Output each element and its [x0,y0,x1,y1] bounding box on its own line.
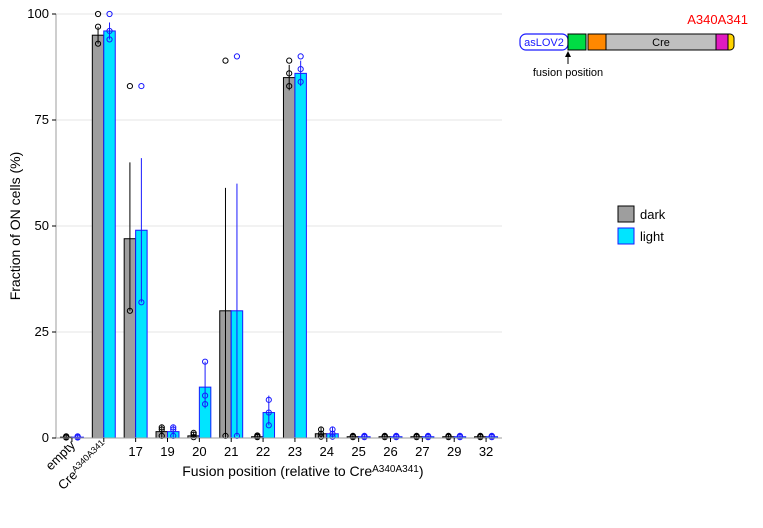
y-tick-label: 75 [35,112,49,127]
bar-light [104,31,115,438]
construct-schematic: A340A341 asLOV2 Cre fusion position [520,12,748,79]
y-tick-label: 50 [35,218,49,233]
bar-dark [92,35,103,438]
legend: dark light [618,206,666,244]
mutation-annotation: A340A341 [687,12,748,27]
bar-chart: 0255075100Fraction of ON cells (%)emptyC… [7,6,502,493]
fusion-arrow-head [565,51,571,57]
legend-label-light: light [640,229,664,244]
schematic-label-asLOV2: asLOV2 [524,37,564,49]
x-tick-label: 23 [288,444,302,459]
x-tick-label: 17 [128,444,142,459]
schematic-seg-seg-orange [588,34,606,50]
x-tick-label: 27 [415,444,429,459]
legend-swatch-dark [618,206,634,222]
x-tick-label: 32 [479,444,493,459]
y-tick-label: 25 [35,324,49,339]
x-tick-label: 20 [192,444,206,459]
x-tick-label: 26 [383,444,397,459]
legend-label-dark: dark [640,207,666,222]
x-tick-label: 19 [160,444,174,459]
schematic-seg-seg-yellow [728,34,734,50]
y-tick-label: 0 [42,430,49,445]
x-tick-label: 24 [320,444,334,459]
bar-dark [283,78,294,438]
x-tick-label: 22 [256,444,270,459]
x-tick-label: 21 [224,444,238,459]
bar-light [295,73,306,438]
legend-swatch-light [618,228,634,244]
x-tick-label: 25 [351,444,365,459]
y-tick-label: 100 [27,6,49,21]
schematic-seg-seg-magenta [716,34,728,50]
fusion-arrow-label: fusion position [533,67,603,79]
schematic-label-seg-cre: Cre [652,37,670,49]
x-tick-label: 29 [447,444,461,459]
figure-root: 0255075100Fraction of ON cells (%)emptyC… [0,0,763,523]
schematic-seg-seg-green [568,34,586,50]
y-axis-title: Fraction of ON cells (%) [7,152,23,301]
x-axis-title: Fusion position (relative to CreA340A341… [182,463,423,479]
